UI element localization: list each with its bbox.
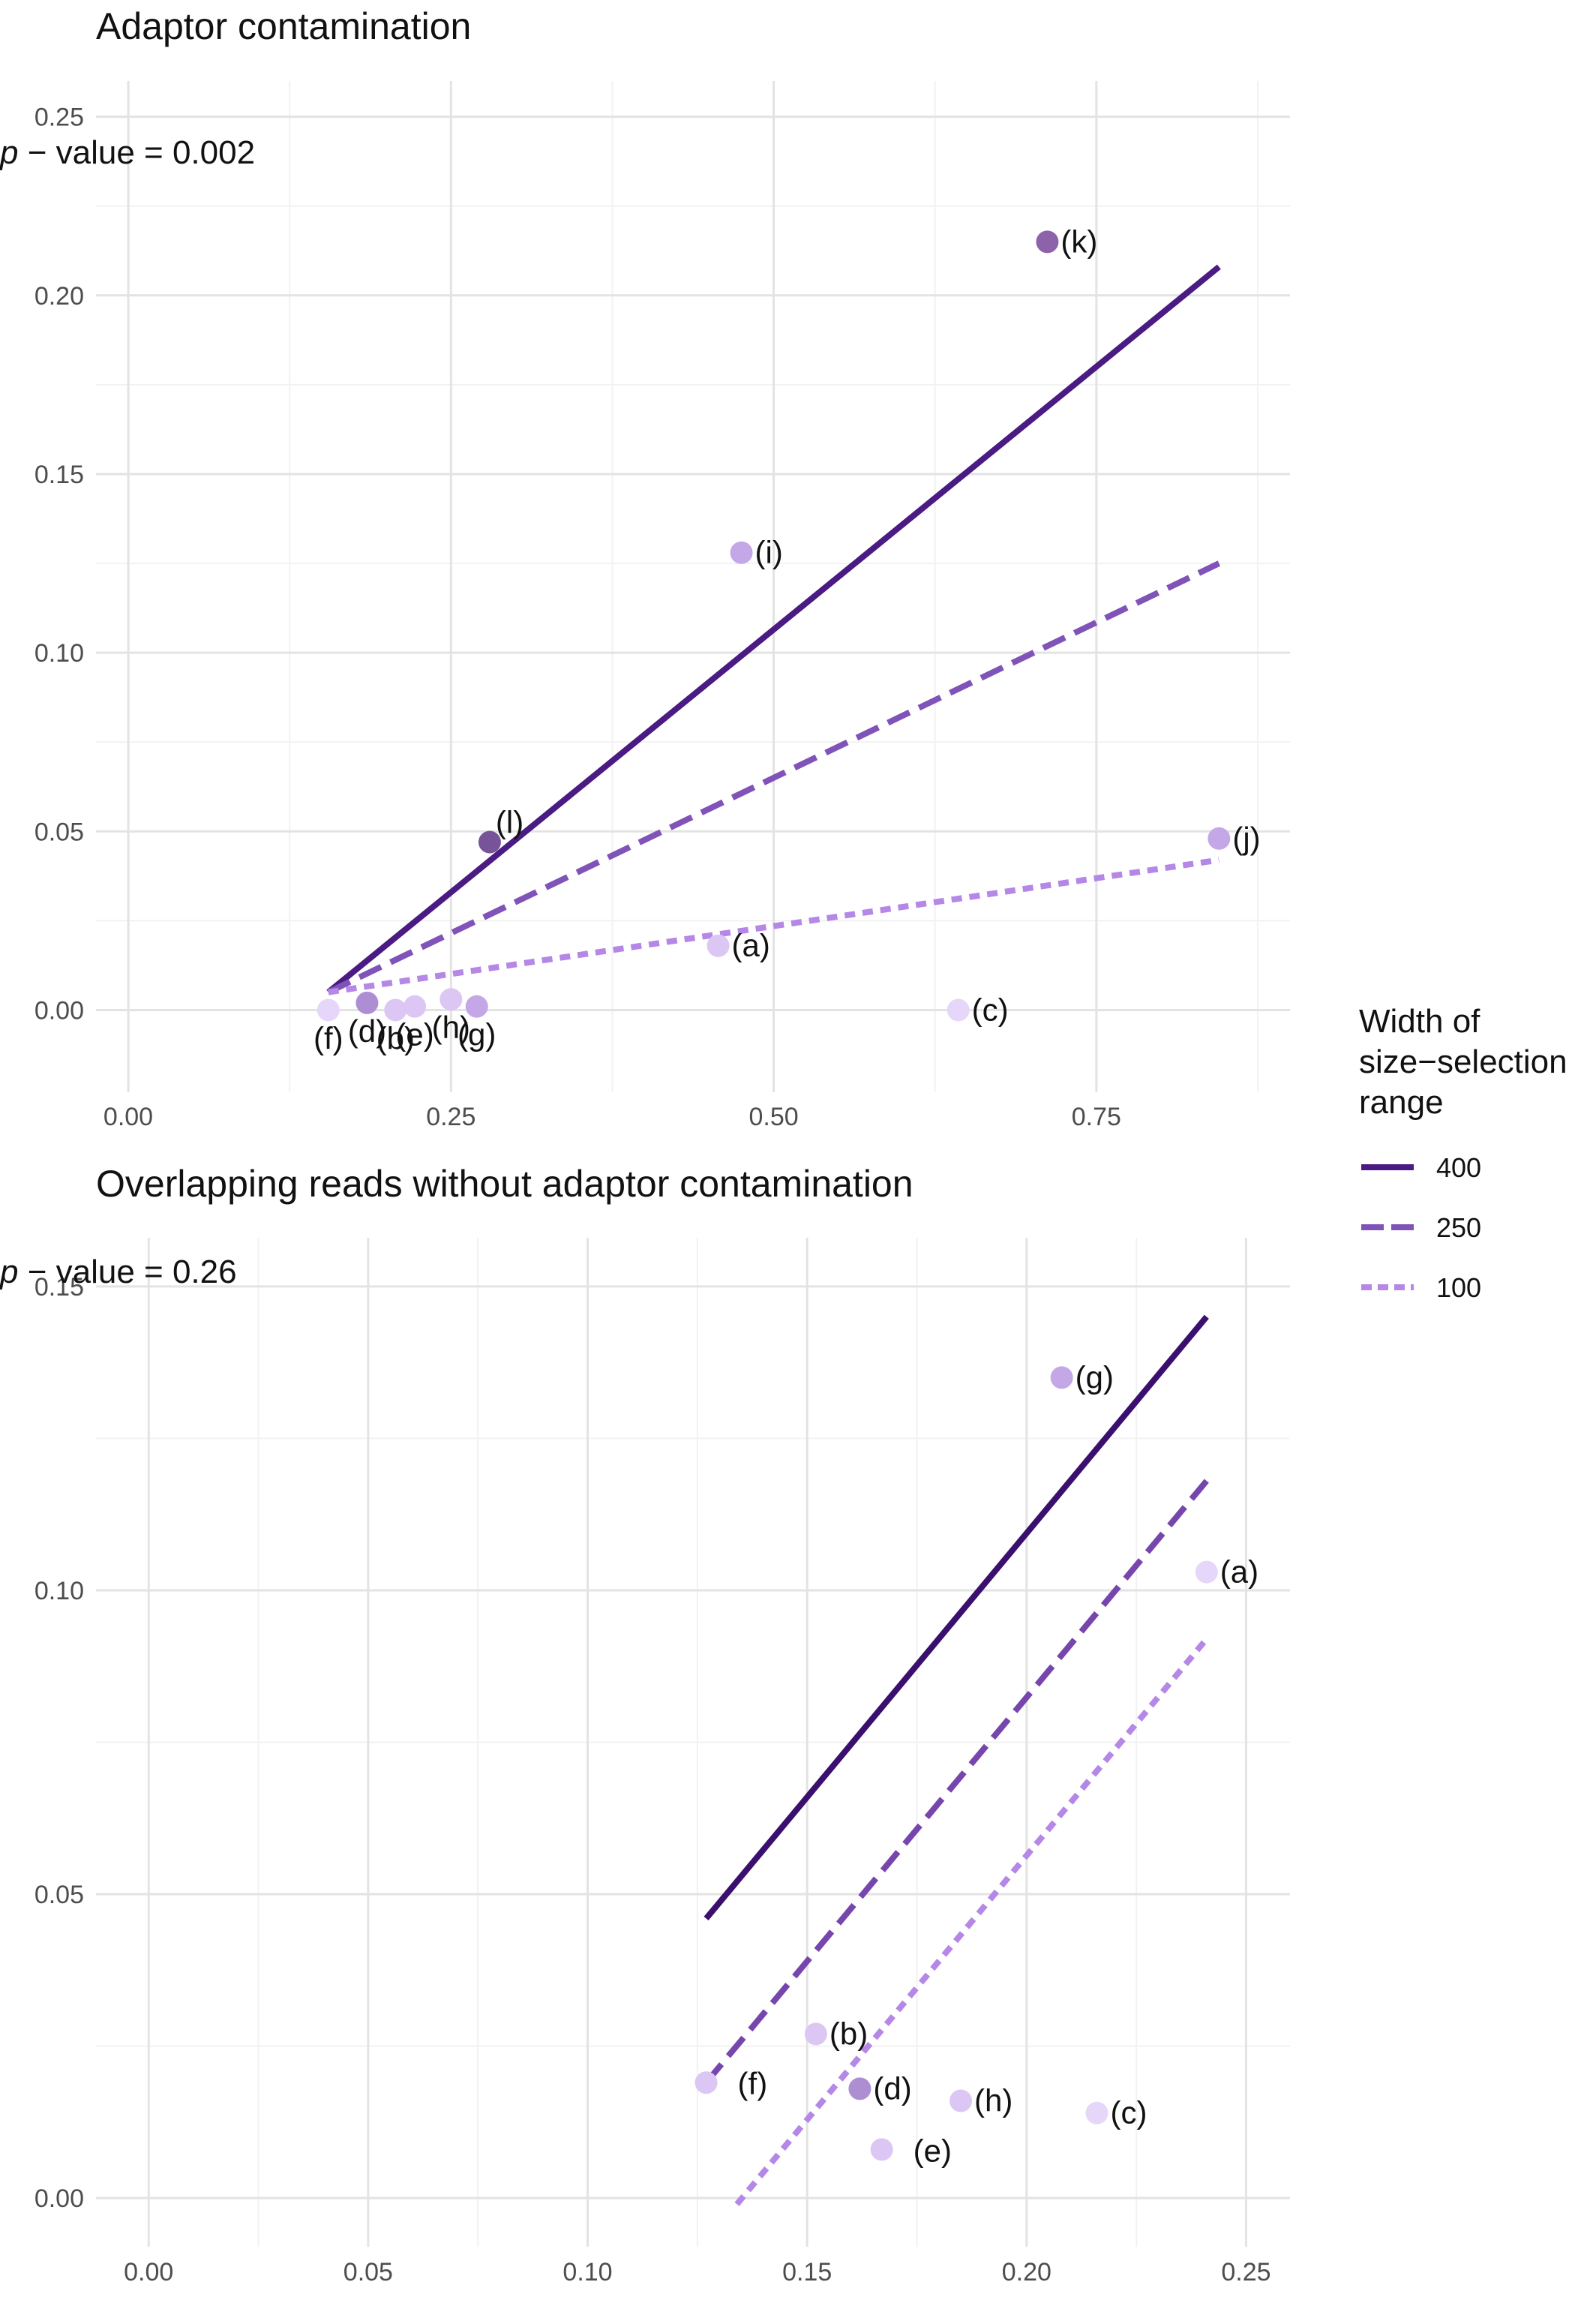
point-label: (g) (1076, 1359, 1114, 1395)
panel-overlapping-reads: Overlapping reads without adaptor contam… (0, 1163, 1290, 2286)
y-tick-label: 0.05 (34, 1881, 84, 1909)
y-tick-label: 0.00 (34, 2184, 84, 2213)
y-tick-label: 0.10 (34, 1577, 84, 1605)
point-label: (b) (830, 2016, 868, 2051)
point-label: (i) (755, 535, 783, 570)
point-label: (j) (1232, 821, 1260, 856)
regression-line-400 (704, 1314, 1209, 1921)
regression-line-250 (327, 560, 1221, 995)
x-tick-label: 0.15 (782, 2258, 832, 2286)
x-tick-label: 0.10 (562, 2258, 612, 2286)
y-tick-label: 0.20 (34, 282, 84, 311)
data-point (478, 830, 501, 854)
data-point (1208, 827, 1231, 850)
y-tick-label: 0.15 (34, 1273, 84, 1302)
data-point (694, 2071, 718, 2094)
x-tick-label: 0.25 (1221, 2258, 1270, 2286)
data-point (384, 998, 407, 1022)
chart-title: Adaptor contamination (96, 5, 471, 47)
y-tick-label: 0.00 (34, 996, 84, 1025)
data-point (706, 934, 730, 957)
legend-title-line: range (1359, 1084, 1444, 1121)
data-point (356, 991, 379, 1014)
panel-adaptor-contamination: Adaptor contamination 0.00 0.25 0.50 0.75 0.0… (0, 5, 1290, 1131)
point-label: (h) (432, 1010, 470, 1045)
chart-title: Overlapping reads without adaptor contam… (96, 1163, 914, 1205)
regression-line-100 (734, 1637, 1209, 2206)
x-tick-label: 0.00 (104, 1103, 153, 1131)
point-label: (f) (738, 2066, 768, 2101)
data-point (946, 998, 970, 1022)
legend-label: 400 (1436, 1152, 1481, 1183)
data-point (404, 995, 427, 1018)
point-label: (a) (1220, 1554, 1258, 1590)
data-point (870, 2138, 893, 2161)
y-tick-label: 0.05 (34, 818, 84, 846)
point-label: (c) (1110, 2095, 1147, 2130)
point-label: (b) (376, 1020, 415, 1055)
p-value-annotation: p − value = 0.002 (0, 134, 255, 171)
regression-line-250 (704, 1479, 1209, 2085)
point-label: (c) (972, 992, 1009, 1027)
regression-line-400 (326, 264, 1221, 995)
grid (96, 1238, 1290, 2247)
data-point (316, 998, 340, 1022)
data-point (730, 541, 753, 564)
point-label: (g) (458, 1017, 496, 1052)
data-point (804, 2022, 827, 2046)
point-label: (d) (873, 2070, 911, 2106)
point-label: (d) (348, 1013, 386, 1049)
regression-line-100 (328, 857, 1220, 995)
data-point (440, 988, 463, 1011)
data-point (1036, 230, 1059, 254)
x-tick-label: 0.25 (426, 1103, 476, 1131)
point-label: (f) (314, 1020, 344, 1055)
point-label: (l) (496, 805, 524, 840)
legend-title-line: size−selection (1359, 1043, 1568, 1080)
legend-label: 100 (1436, 1272, 1481, 1303)
legend-title-line: Width of (1359, 1003, 1480, 1040)
point-label: (e) (914, 2133, 952, 2168)
data-point (848, 2077, 872, 2100)
data-point (465, 995, 488, 1018)
point-label: (e) (395, 1017, 434, 1052)
x-tick-label: 0.50 (748, 1103, 798, 1131)
x-tick-label: 0.20 (1002, 2258, 1052, 2286)
data-point (1085, 2101, 1108, 2124)
point-label: (a) (732, 928, 770, 963)
y-tick-label: 0.10 (34, 639, 84, 668)
data-point (1050, 1366, 1073, 1389)
grid (96, 81, 1290, 1092)
x-tick-label: 0.05 (344, 2258, 393, 2286)
x-tick-label: 0.00 (124, 2258, 173, 2286)
point-label: (h) (974, 2083, 1012, 2118)
p-value-annotation: p − value = 0.26 (0, 1254, 237, 1290)
y-tick-label: 0.25 (34, 104, 84, 132)
y-tick-label: 0.15 (34, 461, 84, 489)
legend-label: 250 (1436, 1212, 1481, 1243)
point-label: (k) (1060, 224, 1097, 259)
data-point (950, 2089, 973, 2112)
data-point (1195, 1560, 1218, 1584)
x-tick-label: 0.75 (1072, 1103, 1121, 1131)
